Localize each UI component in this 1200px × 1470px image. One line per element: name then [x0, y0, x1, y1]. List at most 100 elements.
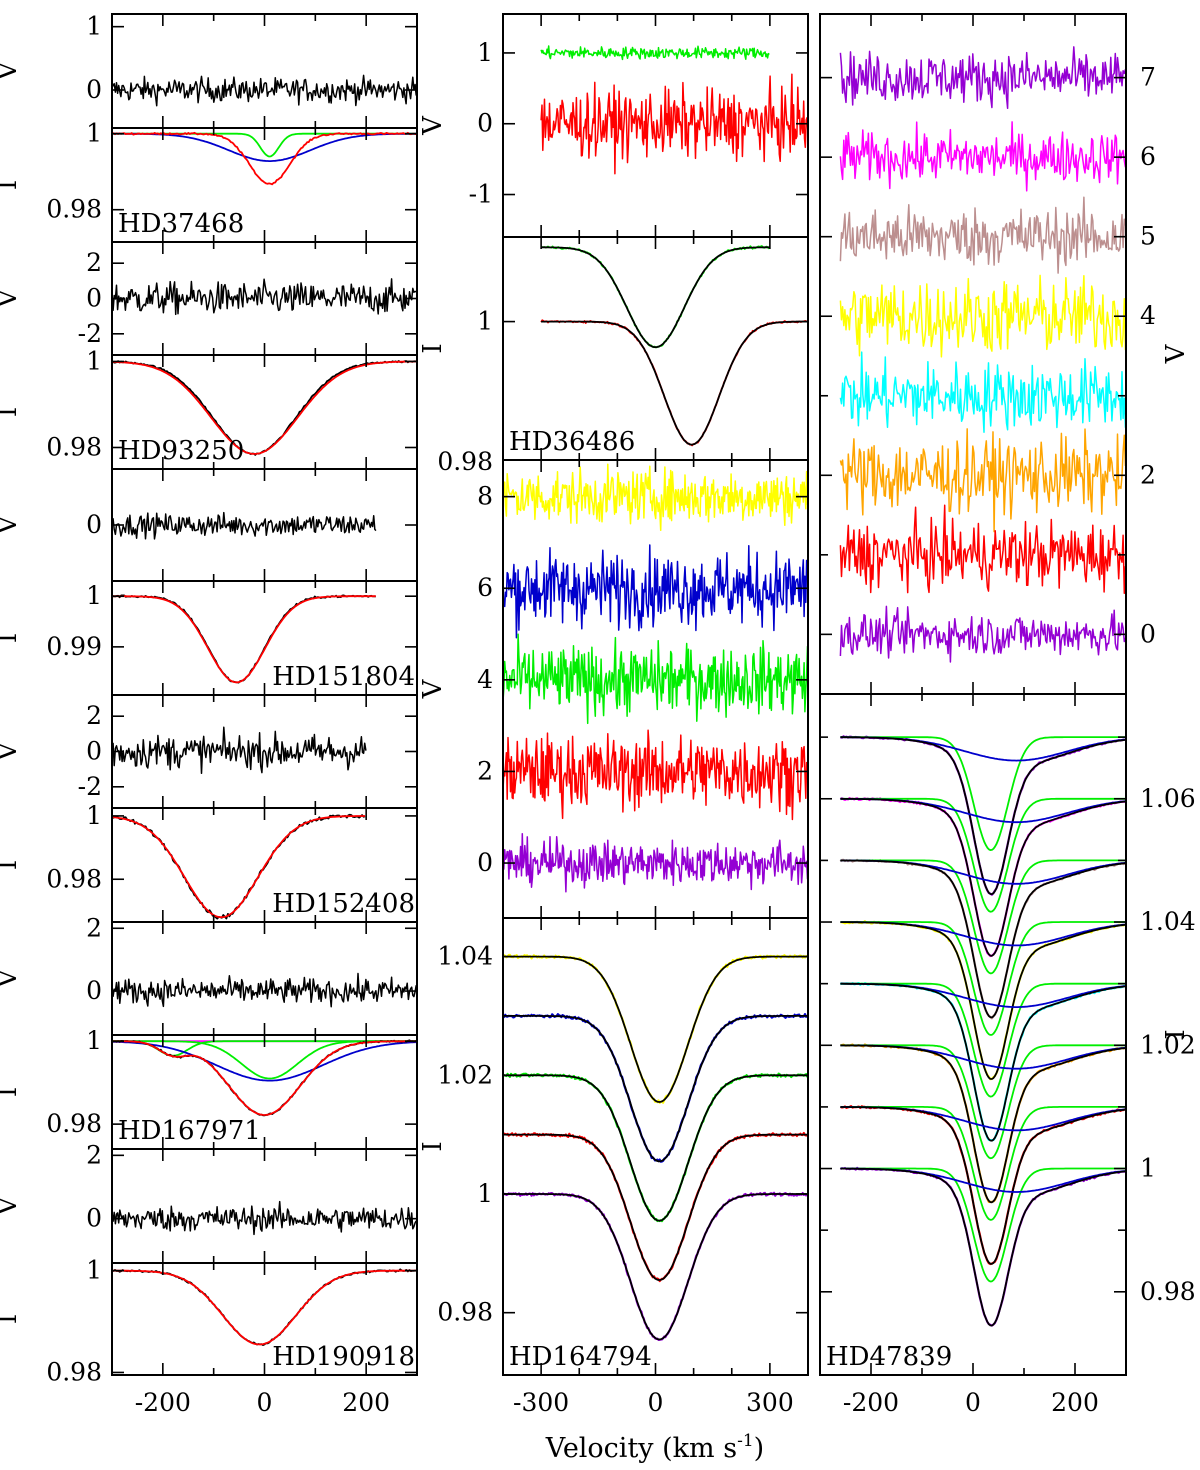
stokes-v-trace-brown-2: [839, 196, 1126, 274]
stokes-v-trace-cyan-4: [839, 351, 1126, 433]
y-axis-label: I: [0, 1087, 23, 1097]
plot-area: [839, 735, 1126, 1327]
plot-area: [112, 74, 417, 107]
y-tick-label: 8: [477, 482, 493, 511]
stokes-i-profile-red-2: [112, 131, 417, 186]
y-tick-label: 0: [477, 848, 493, 877]
stokes-i-profile-black-0: [112, 1268, 417, 1346]
plot-area: [112, 594, 376, 684]
x-tick-label: -300: [513, 1388, 569, 1417]
y-axis-label: V: [0, 288, 23, 309]
y-tick-label: 0: [1140, 619, 1156, 648]
y-tick-label: 2: [86, 248, 102, 277]
panel-frame: [111, 1148, 418, 1264]
y-tick-label: 1.02: [1140, 1030, 1196, 1059]
fit-profile-2: [503, 1074, 808, 1222]
narrow-component-3: [840, 921, 1125, 1036]
y-tick-label: 0: [86, 510, 102, 539]
stokes-v-trace-black-0: [112, 1200, 417, 1236]
star-label: HD47839: [826, 1342, 952, 1372]
stokes-i-profile-black-1: [541, 246, 770, 349]
y-tick-label: 0.98: [46, 864, 102, 893]
stokes-v-trace-red-1: [540, 73, 808, 175]
y-tick-label: 0: [86, 737, 102, 766]
stokes-v-trace-black-0: [112, 511, 377, 540]
y-tick-label: 1: [477, 307, 493, 336]
panel-hd167971-v: 2 0 V: [0, 913, 418, 1036]
y-axis-label: V: [0, 514, 23, 535]
panel-hd164794-v: 8 6 4 2 0 0.98 V: [418, 447, 809, 919]
y-axis-label: I: [0, 860, 23, 870]
y-tick-label: 1: [86, 581, 102, 610]
y-tick-label: 1: [86, 346, 102, 375]
y-tick-label: 2: [86, 701, 102, 730]
y-tick-label: 1: [477, 38, 493, 67]
panel-hd37468-v: 1 0 V: [0, 12, 418, 129]
panel-hd93250-i: 1 0.98 I HD93250: [0, 346, 418, 470]
narrow-component-0: [840, 736, 1125, 851]
y-tick-label: 0: [86, 75, 102, 104]
stokes-v-trace-black-0: [112, 972, 417, 1008]
plot-area: [112, 813, 366, 920]
star-label: HD36486: [509, 427, 635, 457]
stokes-i-profile-red-1: [112, 595, 376, 684]
stokes-v-trace-orange-5: [839, 428, 1126, 533]
stokes-v-trace-black-0: [112, 278, 417, 316]
narrow-component-7: [840, 1167, 1125, 1283]
x-axis-label: Velocity (km s-1): [545, 1431, 764, 1464]
fit-profile-3: [503, 1133, 808, 1281]
stokes-i-profile-blue-3: [112, 1040, 417, 1082]
y-tick-label: 0: [86, 1204, 102, 1233]
y-axis-label: I: [0, 1314, 23, 1324]
stokes-v-trace-blue-1: [503, 544, 808, 639]
panel-frame: [819, 13, 1127, 695]
stokes-v-trace-red-3: [503, 729, 808, 821]
y-tick-label: 0: [86, 976, 102, 1005]
y-tick-label: 1: [1140, 1154, 1156, 1183]
y-tick-label: 2: [477, 756, 493, 785]
y-tick-label: 2: [86, 913, 102, 942]
stokes-v-trace-green-2: [503, 633, 808, 725]
x-tick-label: -200: [135, 1388, 191, 1417]
panel-hd37468-i: 1 0.98 I HD37468: [0, 119, 418, 243]
plot-area: [540, 245, 808, 447]
y-tick-label: 0.98: [437, 1298, 493, 1327]
y-axis-label: V: [0, 1195, 23, 1216]
y-tick-label: 6: [477, 573, 493, 602]
observed-profile-0: [503, 953, 808, 1104]
x-tick-label: 200: [342, 1388, 390, 1417]
y-axis-label: V: [418, 115, 448, 136]
plot-area: [112, 131, 417, 186]
y-tick-label: 0.98: [46, 432, 102, 461]
fit-profile-0: [503, 955, 808, 1103]
plot-area: [112, 1039, 417, 1117]
y-tick-label: -1: [469, 180, 493, 209]
panel-frame: [819, 693, 1127, 1376]
y-tick-label: -2: [78, 319, 102, 348]
stokes-v-trace-magenta-1: [839, 121, 1126, 192]
y-tick-label: 0: [477, 109, 493, 138]
y-axis-label: I: [418, 1141, 448, 1151]
y-tick-label: 1.04: [437, 942, 493, 971]
y-tick-label: 0.99: [46, 632, 102, 661]
y-axis-label: V: [0, 741, 23, 762]
panel-hd164794-i: 1.04 1.02 1 0.98 I HD164794 -300 0 300: [418, 917, 809, 1417]
panel-hd93250-v: 2 0 -2 V: [0, 241, 418, 356]
star-label: HD152408: [272, 889, 415, 919]
y-axis-label: V: [0, 968, 23, 989]
x-tick-label: 300: [746, 1388, 794, 1417]
narrow-component-2: [840, 859, 1125, 975]
stokes-v-trace-black-0: [112, 74, 417, 107]
panel-frame: [111, 13, 418, 129]
star-label: HD151804: [272, 662, 415, 692]
composite-fit-0: [840, 736, 1126, 895]
stokes-i-profile-red-1: [112, 815, 366, 919]
observed-profile-2: [503, 1072, 808, 1223]
y-axis-label: I: [0, 180, 23, 190]
y-tick-label: 1: [86, 1256, 102, 1285]
x-tick-label: 0: [648, 1388, 664, 1417]
panel-hd152408-v: 2 0 -2 V: [0, 694, 418, 809]
panel-hd36486-v: 1 0 -1 V: [418, 13, 809, 238]
